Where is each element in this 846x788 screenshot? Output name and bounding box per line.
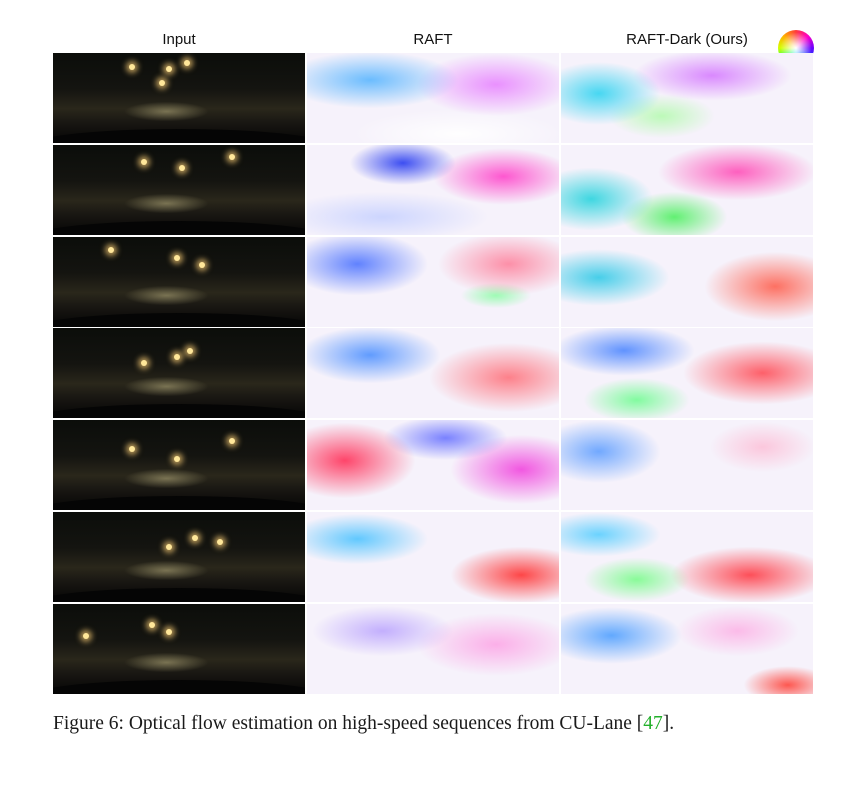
streetlight bbox=[179, 164, 185, 171]
car-hood bbox=[53, 404, 305, 419]
raft-dark-flow-map bbox=[561, 53, 813, 143]
streetlight bbox=[108, 247, 115, 254]
caption-citation-link[interactable]: 47 bbox=[643, 713, 663, 734]
header-raft: RAFT bbox=[413, 31, 453, 48]
car-hood bbox=[53, 679, 305, 694]
input-frame bbox=[53, 328, 305, 419]
header-input: Input bbox=[162, 31, 196, 48]
figure-grid bbox=[53, 53, 815, 694]
streetlight bbox=[216, 539, 223, 546]
figure-caption: Figure 6: Optical flow estimation on hig… bbox=[53, 708, 815, 740]
streetlight bbox=[186, 348, 193, 355]
streetlight bbox=[128, 445, 135, 452]
streetlight bbox=[166, 629, 173, 636]
input-frame bbox=[53, 512, 305, 603]
streetlight bbox=[166, 65, 173, 72]
raft-dark-flow-map bbox=[561, 328, 813, 419]
input-frame bbox=[53, 420, 305, 511]
raft-flow-map bbox=[307, 144, 559, 235]
figure-row bbox=[53, 53, 815, 143]
input-frame bbox=[53, 236, 305, 327]
streetlight bbox=[173, 353, 180, 360]
figure-row bbox=[53, 603, 815, 694]
raft-dark-flow-map bbox=[561, 603, 813, 694]
figure-row bbox=[53, 144, 815, 235]
car-hood bbox=[53, 496, 305, 511]
car-hood bbox=[53, 588, 305, 603]
streetlight bbox=[229, 153, 236, 160]
streetlight bbox=[191, 534, 198, 541]
streetlight bbox=[199, 261, 206, 268]
caption-text-end: ]. bbox=[662, 713, 675, 734]
car-hood bbox=[53, 220, 305, 235]
streetlight bbox=[141, 159, 148, 166]
figure-row bbox=[53, 420, 815, 511]
input-frame bbox=[53, 53, 305, 143]
streetlight bbox=[141, 359, 148, 366]
raft-flow-map bbox=[307, 328, 559, 419]
header-raft-dark: RAFT-Dark (Ours) bbox=[626, 31, 748, 48]
raft-flow-map bbox=[307, 420, 559, 511]
raft-dark-flow-map bbox=[561, 144, 813, 235]
figure-row bbox=[53, 328, 815, 419]
figure-row bbox=[53, 236, 815, 327]
input-frame bbox=[53, 144, 305, 235]
streetlight bbox=[83, 632, 90, 639]
streetlight bbox=[128, 63, 135, 70]
raft-dark-flow-map bbox=[561, 512, 813, 603]
streetlight bbox=[173, 456, 180, 463]
raft-flow-map bbox=[307, 603, 559, 694]
streetlight bbox=[184, 60, 191, 67]
car-hood bbox=[53, 129, 305, 143]
raft-flow-map bbox=[307, 53, 559, 143]
input-frame bbox=[53, 603, 305, 694]
streetlight bbox=[148, 621, 155, 628]
raft-flow-map bbox=[307, 512, 559, 603]
raft-dark-flow-map bbox=[561, 236, 813, 327]
streetlight bbox=[229, 438, 236, 445]
streetlight bbox=[166, 543, 173, 550]
caption-text: Optical flow estimation on high-speed se… bbox=[123, 713, 644, 734]
car-hood bbox=[53, 312, 305, 327]
raft-flow-map bbox=[307, 236, 559, 327]
figure-row bbox=[53, 512, 815, 603]
streetlight bbox=[173, 254, 180, 261]
caption-label: Figure 6: bbox=[53, 713, 124, 734]
raft-dark-flow-map bbox=[561, 420, 813, 511]
streetlight bbox=[158, 80, 165, 86]
